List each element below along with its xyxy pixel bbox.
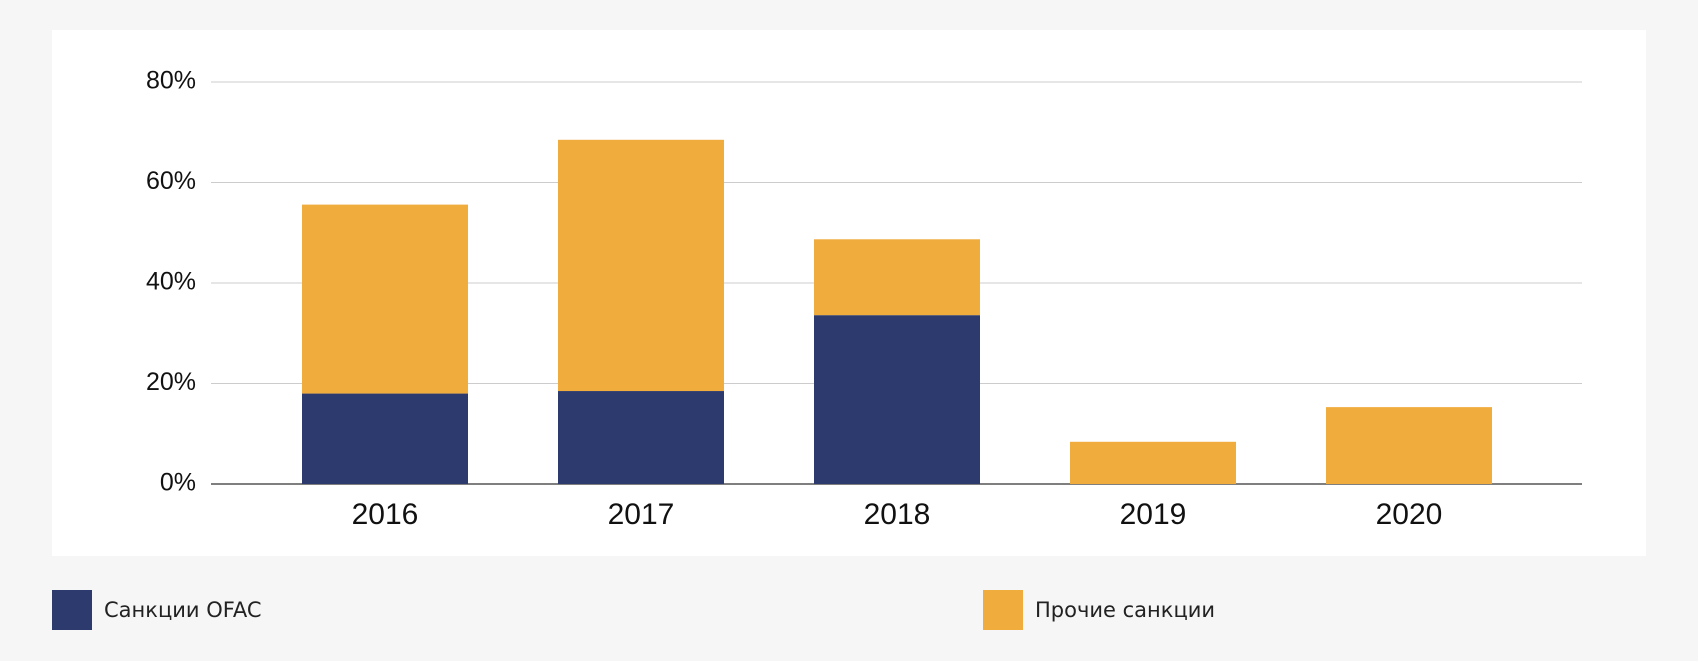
bar-segment (302, 393, 468, 484)
bar-segment (558, 391, 724, 484)
x-tick-label: 2016 (352, 498, 419, 531)
bar-segment (1070, 441, 1236, 484)
bar-segment (302, 204, 468, 394)
legend-label: Прочие санкции (1035, 598, 1215, 622)
bar-segment (1326, 407, 1492, 484)
y-tick-label: 40% (146, 268, 196, 296)
bar-segment (814, 239, 980, 316)
y-tick-label: 0% (160, 469, 196, 497)
y-tick-label: 60% (146, 167, 196, 195)
bar-segment (814, 315, 980, 484)
y-tick-label: 20% (146, 368, 196, 396)
bar-segment (558, 139, 724, 392)
legend-swatch (52, 590, 92, 630)
legend-label: Санкции OFAC (104, 598, 262, 622)
x-tick-label: 2020 (1376, 498, 1443, 531)
y-tick-label: 80% (146, 67, 196, 95)
x-tick-label: 2017 (608, 498, 675, 531)
x-tick-label: 2019 (1120, 498, 1187, 531)
legend-swatch (983, 590, 1023, 630)
x-tick-label: 2018 (864, 498, 931, 531)
